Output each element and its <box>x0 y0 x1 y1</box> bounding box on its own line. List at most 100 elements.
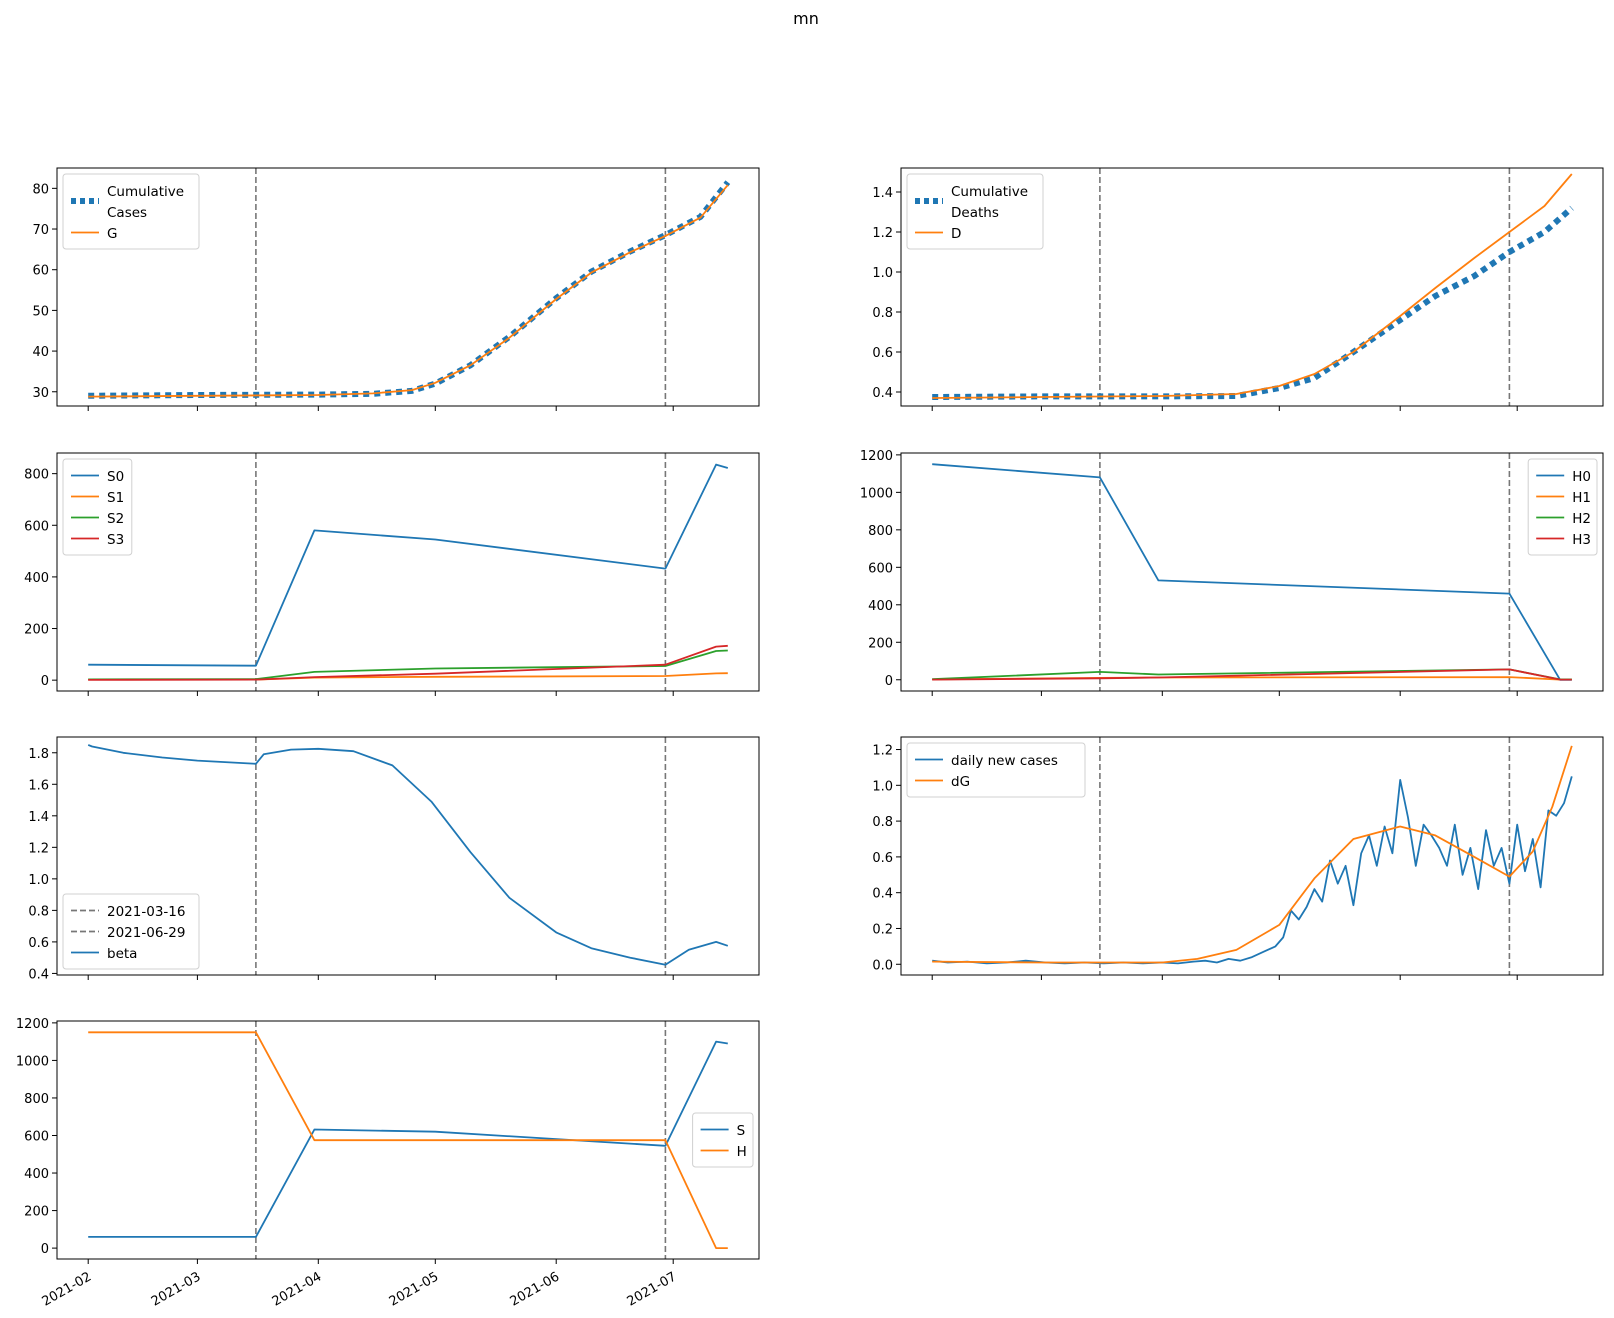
y-tick-label: 1200 <box>16 1017 49 1032</box>
legend: Cumulative Deaths D <box>906 173 1044 250</box>
legend-box <box>62 893 200 970</box>
series-line-h3 <box>932 668 1572 681</box>
y-tick-label: 70 <box>32 223 49 238</box>
x-tick-label: 2021-04 <box>270 1269 325 1309</box>
figure-title: mn <box>793 9 819 28</box>
y-tick-label: 800 <box>24 468 49 483</box>
legend: SH <box>692 1112 754 1168</box>
y-tick-label: 1.4 <box>872 186 893 201</box>
legend-label: D <box>951 226 961 242</box>
y-tick-label: 1200 <box>860 449 893 464</box>
axes-frame <box>56 1020 760 1260</box>
y-tick-label: 1.2 <box>872 226 893 241</box>
y-tick-label: 1.2 <box>28 841 49 856</box>
legend-label: H0 <box>1572 469 1591 485</box>
y-tick-label: 40 <box>32 345 49 360</box>
y-tick-label: 1.0 <box>28 873 49 888</box>
axes-frame <box>900 736 1604 976</box>
plot-area <box>932 737 1573 975</box>
y-tick-label: 0.6 <box>872 346 893 361</box>
legend-label: 2021-03-16 <box>107 904 185 920</box>
legend-box <box>692 1112 754 1168</box>
chart-panel-daily: 0.0 0.2 0.4 0.6 0.8 1.0 1.2 daily new cases dG <box>872 736 1604 980</box>
y-tick-label: 30 <box>32 386 49 401</box>
y-tick-label: 1.4 <box>28 810 49 825</box>
y-tick-label: 1000 <box>16 1054 49 1069</box>
y-tick-label: 1.2 <box>872 744 893 759</box>
y-tick-label: 0.8 <box>872 306 893 321</box>
y-tick-label: 800 <box>24 1092 49 1107</box>
y-tick-label: 0.0 <box>872 958 893 973</box>
y-tick-label: 600 <box>24 1129 49 1144</box>
y-tick-label: 1.6 <box>28 778 49 793</box>
legend-box <box>62 173 200 250</box>
series-line-s <box>88 1040 728 1238</box>
legend: H0 H1 H2 H3 <box>1527 458 1598 556</box>
legend-box <box>906 742 1086 798</box>
axes-frame <box>900 167 1604 407</box>
legend-label: S2 <box>107 511 124 527</box>
legend-label: beta <box>107 946 137 962</box>
y-tick-label: 600 <box>24 519 49 534</box>
y-tick-label: 0.4 <box>872 386 893 401</box>
plot-area <box>88 1021 728 1259</box>
legend-label: H3 <box>1572 532 1591 548</box>
y-tick-label: 0 <box>885 674 893 689</box>
y-tick-label: 80 <box>32 182 49 197</box>
series-line-beta <box>87 744 729 966</box>
legend-label: 2021-06-29 <box>107 925 185 941</box>
legend-label: Cumulative Cases <box>107 184 184 221</box>
y-tick-label: 0.8 <box>28 904 49 919</box>
y-tick-label: 50 <box>32 304 49 319</box>
series-line-h <box>88 1031 728 1249</box>
series-line-dg <box>932 745 1573 964</box>
x-tick-label: 2021-05 <box>387 1269 442 1309</box>
axes-frame <box>900 452 1604 692</box>
chart-panel-beta: 0.40.60.81.01.21.41.61.82021-03-162021-0… <box>28 736 760 982</box>
y-tick-label: 0.4 <box>872 887 893 902</box>
x-tick-label: 2021-07 <box>625 1269 680 1309</box>
series-line-s3 <box>88 644 728 681</box>
y-tick-label: 400 <box>868 599 893 614</box>
chart-panel-S-H: 0 200 400 600 800 1000 1200 2021-02 2021-03 2021-… <box>16 1017 760 1310</box>
chart-panel-cases: 30 40 50 60 70 80 Cumulative Cases G <box>32 167 760 411</box>
y-tick-label: 1000 <box>860 486 893 501</box>
y-tick-label: 800 <box>868 524 893 539</box>
legend: S0 S1 S2 S3 <box>62 458 133 556</box>
legend-label: S1 <box>107 490 124 506</box>
y-tick-label: 600 <box>868 561 893 576</box>
axes-frame <box>56 452 760 692</box>
legend-label: Cumulative Deaths <box>951 184 1028 221</box>
y-tick-label: 1.0 <box>872 266 893 281</box>
y-tick-label: 0 <box>41 674 49 689</box>
y-tick-label: 400 <box>24 1167 49 1182</box>
y-tick-label: 200 <box>24 623 49 638</box>
legend-label: S3 <box>107 532 124 548</box>
legend: Cumulative Cases G <box>62 173 200 250</box>
y-tick-label: 1.8 <box>28 747 49 762</box>
legend-box <box>906 173 1044 250</box>
plot-area <box>932 453 1572 691</box>
y-tick-label: 0.4 <box>28 967 49 982</box>
legend-box <box>1527 458 1598 556</box>
chart-panel-deaths: 0.4 0.6 0.8 1.0 1.2 1.4 Cumulative Deaths D <box>872 167 1604 411</box>
y-tick-label: 0.6 <box>872 851 893 866</box>
axes-frame <box>56 736 760 976</box>
series-line-h0 <box>932 463 1572 681</box>
series-line-daily-new-cases <box>932 776 1573 965</box>
chart-panel-H-groups: 0 200 400 600 800 1000 1200 H0 H1 H2 H3 <box>860 449 1604 696</box>
axes-frame <box>56 167 760 407</box>
legend-label: G <box>107 226 117 242</box>
y-tick-label: 200 <box>868 636 893 651</box>
legend-label: H1 <box>1572 490 1591 506</box>
legend: daily new cases dG <box>906 742 1086 798</box>
y-tick-label: 400 <box>24 571 49 586</box>
plot-area <box>932 168 1574 406</box>
legend-box <box>62 458 133 556</box>
legend-label: H2 <box>1572 511 1591 527</box>
series-line-g <box>88 184 729 398</box>
y-tick-label: 200 <box>24 1205 49 1220</box>
y-tick-label: 60 <box>32 264 49 279</box>
chart-panel-S-groups: 0 200 400 600 800 S0 S1 S2 S3 <box>24 452 760 696</box>
